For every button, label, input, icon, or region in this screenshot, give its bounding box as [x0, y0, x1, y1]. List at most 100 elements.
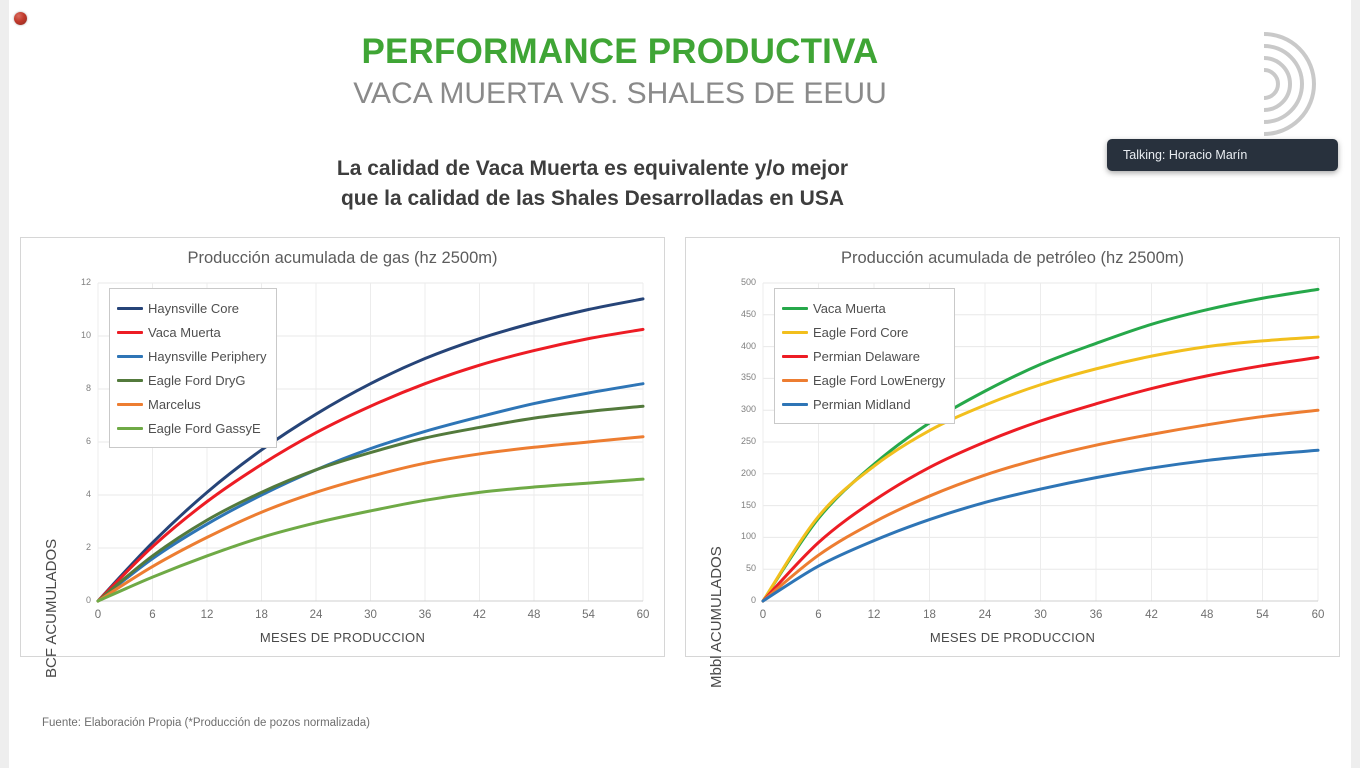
chart-legend-oil: Vaca Muerta Eagle Ford Core Permian Delawa…	[774, 288, 956, 424]
x-axis-tick: 48	[1200, 609, 1214, 621]
legend-swatch-icon	[117, 330, 143, 334]
y-axis-tick: 450	[740, 308, 756, 319]
y-axis-tick: 0	[85, 595, 91, 605]
recording-dot-icon[interactable]	[14, 12, 27, 25]
x-axis-tick: 60	[1311, 609, 1325, 621]
page-title: PERFORMANCE PRODUCTIVA VACA MUERTA VS. S…	[0, 32, 1240, 112]
legend-swatch-icon	[117, 354, 143, 358]
footer-source: Fuente: Elaboración Propia (*Producción …	[42, 717, 370, 729]
legend-item[interactable]: Eagle Ford Core	[782, 320, 945, 344]
y-axis-tick: 4	[85, 489, 91, 499]
chart-panel-oil: Producción acumulada de petróleo (hz 250…	[685, 237, 1340, 688]
x-axis-tick: 24	[309, 609, 323, 621]
title-main: PERFORMANCE PRODUCTIVA	[361, 32, 879, 71]
legend-swatch-icon	[782, 378, 808, 382]
legend-label: Vaca Muerta	[148, 324, 221, 340]
x-axis-tick: 60	[636, 609, 650, 621]
chart-ylabel-oil: Mbbl ACUMULADOS	[708, 546, 725, 688]
x-axis-tick: 36	[418, 609, 432, 621]
chart-title-oil: Producción acumulada de petróleo (hz 250…	[840, 249, 1185, 267]
x-axis-tick: 18	[923, 609, 936, 621]
y-axis-tick: 200	[740, 467, 756, 478]
legend-item[interactable]: Eagle Ford DryG	[117, 368, 267, 392]
x-axis-tick: 30	[364, 609, 377, 621]
chart-ylabel-gas: BCF ACUMULADOS	[43, 538, 60, 678]
slide-edge-right	[1351, 0, 1360, 768]
x-axis-tick: 54	[1256, 609, 1269, 621]
x-axis-tick: 12	[867, 609, 881, 621]
y-axis-tick: 0	[750, 595, 756, 605]
legend-label: Marcelus	[148, 396, 201, 412]
legend-swatch-icon	[117, 402, 143, 406]
y-axis-tick: 2	[85, 542, 91, 552]
x-axis-tick: 54	[582, 609, 595, 621]
chart-title-gas: Producción acumulada de gas (hz 2500m)	[187, 249, 498, 267]
legend-item[interactable]: Eagle Ford GassyE	[117, 416, 267, 440]
legend-item[interactable]: Permian Midland	[782, 392, 945, 416]
chart-line-eagle-ford-lowenergy	[761, 408, 1320, 603]
y-axis-tick: 8	[85, 383, 91, 393]
chart-legend-gas: Haynsville Core Vaca Muerta Haynsville Per…	[109, 288, 277, 448]
x-axis-tick: 0	[759, 609, 767, 621]
chart-panel-gas: Producción acumulada de gas (hz 2500m) B…	[20, 237, 665, 678]
legend-swatch-icon	[782, 330, 808, 334]
chart-line-haynsville-core	[96, 297, 645, 603]
chart-plot-oil	[761, 282, 1320, 603]
legend-item[interactable]: Vaca Muerta	[117, 320, 267, 344]
chart-line-permian-midland	[761, 448, 1320, 603]
x-axis-tick: 6	[149, 609, 156, 621]
y-axis-tick: 350	[740, 372, 756, 383]
x-axis-tick: 42	[473, 609, 486, 621]
y-axis-tick: 250	[740, 436, 756, 446]
y-axis-tick: 300	[740, 404, 756, 415]
subtitle-line-2: que la calidad de las Shales Desarrollad…	[340, 186, 845, 210]
x-axis-tick: 48	[527, 609, 541, 621]
legend-swatch-icon	[117, 426, 143, 430]
y-axis-tick: 500	[740, 277, 756, 287]
legend-item[interactable]: Marcelus	[117, 392, 267, 416]
x-axis-tick: 30	[1034, 609, 1047, 621]
legend-item[interactable]: Haynsville Core	[117, 296, 267, 320]
x-axis-tick: 36	[1089, 609, 1103, 621]
x-axis-tick: 18	[255, 609, 268, 621]
title-sub: VACA MUERTA VS. SHALES DE EEUU	[353, 77, 887, 111]
slide-edge-left	[0, 0, 9, 768]
x-axis-tick: 0	[94, 609, 102, 621]
talking-badge-label: Talking: Horacio Marín	[1123, 148, 1248, 162]
concentric-arcs-logo-icon	[1242, 28, 1342, 140]
y-axis-tick: 12	[80, 277, 91, 287]
chart-line-eagle-ford-gassye	[96, 477, 645, 603]
legend-label: Vaca Muerta	[813, 300, 886, 316]
legend-label: Permian Midland	[813, 396, 911, 412]
chart-line-haynsville-periphery	[96, 382, 645, 603]
legend-item[interactable]: Haynsville Periphery	[117, 344, 267, 368]
chart-line-vaca-muerta	[96, 327, 645, 603]
legend-item[interactable]: Eagle Ford LowEnergy	[782, 368, 945, 392]
y-axis-tick: 150	[740, 499, 756, 510]
chart-xlabel-gas: MESES DE PRODUCCION	[259, 630, 426, 645]
chart-line-eagle-ford-dryg	[96, 404, 645, 603]
x-axis-tick: 24	[978, 609, 992, 621]
subtitle-line-1: La calidad de Vaca Muerta es equivalente…	[336, 157, 849, 180]
slide-subtitle: La calidad de Vaca Muerta es equivalente…	[0, 154, 1185, 214]
chart-line-marcelus	[96, 435, 645, 603]
legend-swatch-icon	[782, 354, 808, 358]
chart-line-permian-delaware	[761, 355, 1320, 603]
legend-label: Eagle Ford LowEnergy	[813, 372, 946, 388]
y-axis-tick: 400	[740, 340, 756, 351]
legend-item[interactable]: Permian Delaware	[782, 344, 945, 368]
legend-label: Haynsville Periphery	[148, 348, 267, 364]
legend-item[interactable]: Vaca Muerta	[782, 296, 945, 320]
legend-label: Permian Delaware	[813, 348, 920, 364]
legend-swatch-icon	[117, 306, 143, 310]
legend-label: Haynsville Core	[148, 300, 240, 316]
y-axis-tick: 10	[80, 330, 91, 340]
x-axis-tick: 42	[1145, 609, 1158, 621]
talking-badge: Talking: Horacio Marín	[1107, 139, 1338, 171]
y-axis-tick: 6	[85, 436, 91, 446]
chart-xlabel-oil: MESES DE PRODUCCION	[929, 630, 1096, 645]
legend-label: Eagle Ford GassyE	[148, 420, 261, 436]
legend-swatch-icon	[782, 306, 808, 310]
x-axis-tick: 12	[200, 609, 214, 621]
x-axis-tick: 6	[815, 609, 822, 621]
